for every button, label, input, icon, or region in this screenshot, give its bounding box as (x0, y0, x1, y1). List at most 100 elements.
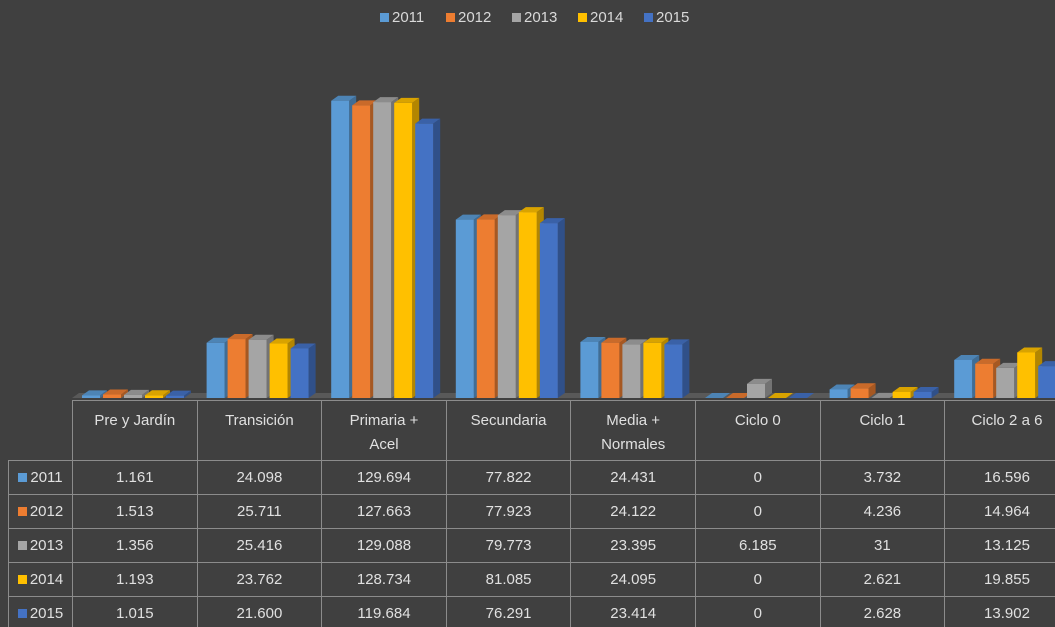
bar-top (166, 390, 191, 396)
bar-side (433, 118, 441, 398)
bar-side (121, 389, 128, 398)
bar-top (892, 386, 918, 392)
bar (394, 102, 413, 398)
table-cell: 77.923 (445, 494, 572, 529)
legend-swatch (512, 13, 521, 22)
table-cell: 1.356 (72, 528, 198, 563)
bar (747, 383, 765, 398)
table-cell: 3.732 (819, 460, 946, 495)
bar-top (518, 207, 544, 213)
bar (1038, 366, 1055, 398)
legend-label: 2013 (524, 9, 557, 26)
table-cell: 128.734 (321, 562, 447, 597)
bar-top (850, 383, 876, 389)
bar-top (913, 386, 939, 392)
bar (892, 391, 911, 398)
bar (497, 215, 516, 398)
table-cell: 21.600 (196, 596, 323, 627)
row-label: 2015 (29, 604, 64, 622)
bar-top (539, 218, 565, 224)
bar-top (829, 384, 855, 390)
table-cell: 23.414 (570, 596, 696, 627)
table-cell: 129.088 (321, 528, 447, 563)
bar (850, 388, 869, 398)
table-cell: 2.621 (819, 562, 946, 597)
table-cell: 77.822 (445, 460, 572, 495)
table-cell: 1.193 (72, 562, 198, 597)
bar-side (765, 378, 772, 398)
bar-top (145, 390, 170, 396)
bar-side (142, 389, 149, 398)
bar (227, 339, 246, 398)
row-header: 2015 (8, 596, 73, 627)
bar-top (622, 339, 648, 345)
bar-top (726, 393, 751, 398)
bar-top (497, 210, 523, 216)
table-cell: 13.125 (944, 528, 1055, 563)
legend-label: 2014 (590, 9, 623, 26)
bar (145, 395, 163, 398)
row-label: 2012 (29, 502, 64, 520)
row-label: 2014 (29, 570, 64, 588)
table-cell: 127.663 (321, 494, 447, 529)
bar (124, 394, 142, 398)
table-cell: 1.015 (72, 596, 198, 627)
bar-top (789, 393, 814, 398)
table-cell: 24.095 (570, 562, 696, 597)
bar-side (308, 343, 316, 398)
bar-top (1017, 347, 1043, 353)
row-swatch (17, 541, 27, 550)
bar-top (352, 100, 378, 106)
row-swatch (17, 575, 27, 584)
table-header: Ciclo 1 (819, 400, 946, 461)
table-cell: 76.291 (445, 596, 572, 627)
bar (601, 342, 620, 398)
bar (248, 339, 267, 398)
bar (913, 391, 932, 398)
table-cell: 2.628 (819, 596, 946, 627)
row-label: 2013 (29, 536, 64, 554)
bar-top (227, 334, 253, 340)
bar (539, 223, 558, 398)
row-swatch (17, 609, 27, 618)
table-cell: 24.122 (570, 494, 696, 529)
bar-top (996, 362, 1022, 368)
row-header: 2014 (8, 562, 73, 597)
bar-top (871, 392, 897, 398)
bar (622, 344, 641, 398)
bar-top (290, 343, 316, 349)
bar (269, 343, 288, 398)
bar-top (705, 393, 730, 398)
row-swatch (18, 473, 28, 482)
bar-top (82, 390, 107, 396)
table-header: Primaria + Acel (321, 400, 447, 461)
table-cell: 24.098 (196, 460, 323, 495)
table-header: Pre y Jardín (72, 400, 198, 461)
legend-label: 2015 (656, 9, 689, 26)
table-cell: 79.773 (445, 528, 572, 563)
table-cell: 19.855 (944, 562, 1055, 597)
bar-side (682, 339, 690, 398)
table-cell: 13.902 (944, 596, 1055, 627)
table-header: Ciclo 0 (695, 400, 821, 461)
table-cell: 23.762 (196, 562, 323, 597)
legend-swatch (578, 13, 587, 22)
table-cell: 31 (819, 528, 946, 563)
row-label: 2011 (30, 468, 63, 486)
table-cell: 0 (695, 494, 821, 529)
table-header: Ciclo 2 a 6 (944, 400, 1055, 461)
bar (103, 394, 121, 398)
bar-top (1038, 361, 1055, 367)
table-cell: 23.395 (570, 528, 696, 563)
legend-label: 2011 (392, 9, 424, 26)
bar (290, 348, 309, 398)
bar-side (557, 218, 565, 398)
bar (664, 344, 683, 398)
bar-side (163, 390, 170, 398)
bar-side (868, 383, 876, 398)
legend-swatch (380, 13, 389, 22)
row-header: 2013 (8, 528, 73, 563)
bar-top (768, 393, 793, 398)
